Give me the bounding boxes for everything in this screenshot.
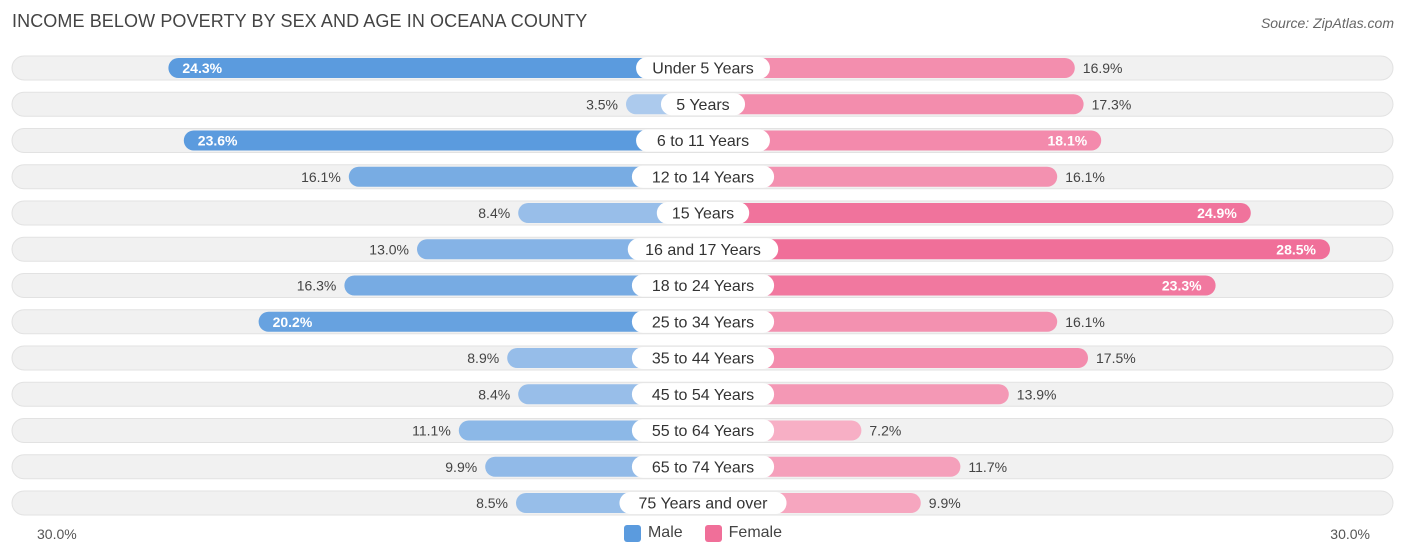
category-pill (631, 274, 775, 297)
diverging-bar-chart: 24.3% 16.9% Under 5 Years 3.5% 17.3% 5 Years 2… (11, 55, 1394, 516)
female-value-label: 11.7% (968, 459, 1007, 475)
source-label: Source: ZipAtlas.com (1260, 15, 1394, 31)
male-bar (168, 58, 703, 78)
category-label: 16 and 17 Years (645, 242, 761, 259)
female-bar (703, 239, 1330, 260)
axis-left-label: 30.0% (37, 526, 77, 542)
category-label: 6 to 11 Years (657, 133, 749, 150)
male-bar (518, 203, 703, 223)
male-value-label: 24.3% (182, 60, 222, 76)
female-value-label: 28.5% (1276, 241, 1316, 257)
female-bar (703, 58, 1075, 78)
category-label: 45 to 54 Years (652, 387, 754, 404)
category-label: 25 to 34 Years (652, 314, 754, 331)
male-value-label: 3.5% (586, 96, 618, 112)
category-label: 5 Years (676, 97, 729, 114)
category-pill (627, 238, 779, 261)
legend-item-female: Female (704, 524, 783, 542)
female-bar (703, 166, 1058, 187)
male-value-label: 8.4% (478, 386, 510, 402)
male-value-label: 8.5% (476, 495, 508, 511)
legend: Male Female (0, 524, 1406, 542)
female-value-label: 9.9% (929, 495, 961, 511)
male-value-label: 20.2% (273, 314, 313, 330)
female-bar (703, 311, 1058, 332)
female-bar (703, 348, 1088, 368)
female-value-label: 17.5% (1096, 350, 1136, 366)
category-pill (631, 310, 775, 333)
female-value-label: 23.3% (1162, 278, 1202, 294)
female-swatch (704, 524, 722, 542)
male-value-label: 9.9% (445, 459, 477, 475)
axis-right-label: 30.0% (1330, 526, 1370, 542)
category-pill (631, 347, 775, 369)
category-label: 18 to 24 Years (652, 278, 754, 295)
male-bar (348, 166, 703, 187)
male-value-label: 23.6% (198, 133, 238, 149)
female-value-label: 24.9% (1197, 205, 1237, 221)
female-value-label: 13.9% (1017, 386, 1057, 402)
male-swatch (623, 524, 641, 542)
category-pill (631, 383, 775, 406)
male-value-label: 8.9% (467, 350, 499, 366)
female-bar (703, 275, 1216, 296)
male-bar (258, 311, 703, 332)
legend-item-male: Male (623, 524, 683, 542)
category-label: 65 to 74 Years (652, 459, 754, 476)
male-value-label: 11.1% (412, 423, 451, 439)
female-value-label: 17.3% (1092, 96, 1132, 112)
female-bar (703, 94, 1084, 115)
category-label: 35 to 44 Years (652, 351, 754, 368)
category-pill (656, 202, 750, 224)
female-value-label: 7.2% (869, 423, 901, 439)
male-value-label: 13.0% (369, 241, 409, 257)
male-value-label: 16.1% (301, 169, 341, 185)
category-label: 55 to 64 Years (652, 423, 754, 440)
male-value-label: 16.3% (297, 278, 337, 294)
category-pill (631, 419, 775, 442)
female-bar (703, 384, 1009, 405)
legend-female-label: Female (728, 524, 783, 541)
female-value-label: 16.1% (1065, 169, 1105, 185)
category-label: Under 5 Years (652, 61, 753, 78)
category-label: 12 to 14 Years (652, 169, 754, 186)
category-label: 75 Years and over (639, 496, 769, 513)
category-pill (631, 165, 775, 188)
chart-title: INCOME BELOW POVERTY BY SEX AND AGE IN O… (12, 11, 588, 31)
male-bar (344, 275, 703, 296)
category-pill (619, 492, 787, 514)
category-pill (636, 57, 770, 79)
female-value-label: 16.9% (1083, 60, 1123, 76)
male-bar (183, 130, 704, 151)
female-bar (703, 130, 1102, 151)
female-value-label: 16.1% (1065, 314, 1105, 330)
category-label: 15 Years (672, 206, 734, 223)
category-pill (660, 93, 746, 116)
female-value-label: 18.1% (1047, 133, 1087, 149)
male-value-label: 8.4% (478, 205, 510, 221)
female-bar (703, 203, 1251, 223)
category-pill (631, 455, 775, 478)
legend-male-label: Male (647, 524, 683, 541)
category-pill (636, 129, 770, 152)
